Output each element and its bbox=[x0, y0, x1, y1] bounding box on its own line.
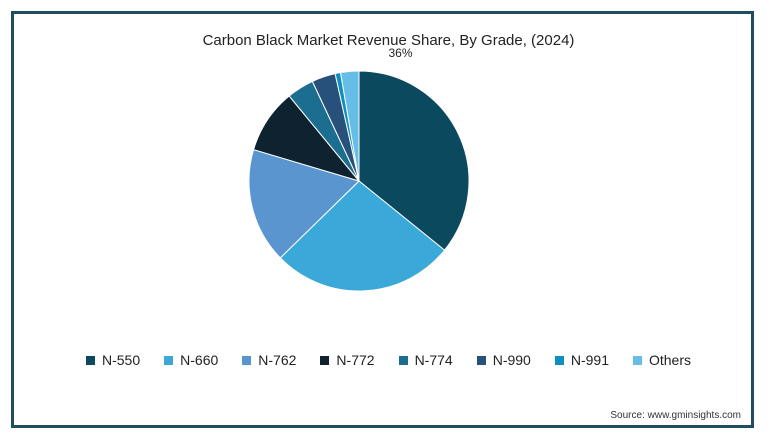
legend-label: N-991 bbox=[570, 352, 609, 368]
pie-slice-n-550 bbox=[358, 70, 470, 251]
legend-swatch bbox=[554, 355, 564, 365]
legend-label: N-550 bbox=[102, 352, 141, 368]
source-note: Source: www.gminsights.com bbox=[610, 410, 741, 421]
legend-swatch bbox=[164, 355, 174, 365]
legend-label: N-774 bbox=[414, 352, 453, 368]
legend-label: N-660 bbox=[180, 352, 219, 368]
chart-legend: N-550 N-660 N-762 N-772 N-774 N-990 N-991 Other… bbox=[0, 352, 777, 368]
pie-slice-n-762 bbox=[248, 149, 360, 259]
legend-swatch bbox=[632, 355, 642, 365]
legend-item-n-991: N-991 bbox=[554, 352, 609, 368]
legend-item-n-762: N-762 bbox=[242, 352, 296, 368]
legend-item-n-660: N-660 bbox=[164, 352, 218, 368]
legend-swatch bbox=[86, 355, 95, 365]
legend-swatch bbox=[242, 355, 252, 365]
chart-title: Carbon Black Market Revenue Share, By Gr… bbox=[202, 32, 575, 49]
legend-label: N-762 bbox=[258, 352, 297, 368]
legend-label: N-990 bbox=[492, 352, 531, 368]
pie-slice-n-660 bbox=[279, 180, 446, 292]
pie-slice-others bbox=[339, 70, 360, 182]
legend-label: N-772 bbox=[336, 352, 375, 368]
legend-item-n-550: N-550 bbox=[86, 352, 140, 368]
legend-label: Others bbox=[648, 352, 691, 368]
legend-item-n-774: N-774 bbox=[398, 352, 453, 368]
legend-swatch bbox=[398, 355, 408, 365]
legend-item-n-772: N-772 bbox=[320, 352, 375, 368]
legend-item-n-990: N-990 bbox=[476, 352, 531, 368]
legend-swatch bbox=[476, 355, 486, 365]
legend-item-others: Others bbox=[632, 352, 691, 368]
legend-swatch bbox=[320, 355, 330, 365]
data-label-n-550: 36% bbox=[389, 46, 413, 60]
